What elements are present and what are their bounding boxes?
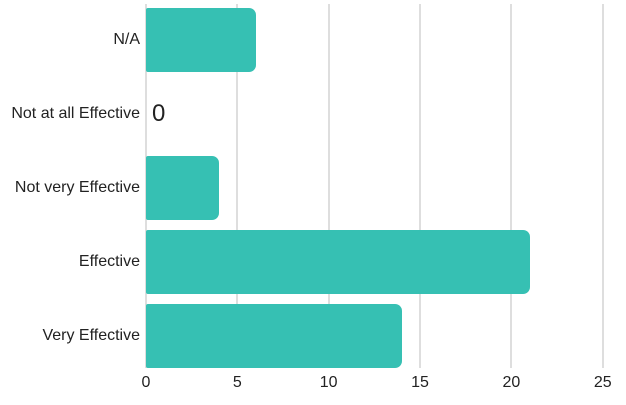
gridline xyxy=(419,4,422,368)
bar xyxy=(146,230,530,294)
value-label: 0 xyxy=(152,100,166,127)
x-axis-tick-label: 5 xyxy=(232,374,242,391)
bar xyxy=(146,8,256,72)
category-label: Not very Effective xyxy=(14,179,140,196)
x-axis-tick-label: 20 xyxy=(502,374,521,391)
gridline xyxy=(510,4,513,368)
category-label: Effective xyxy=(78,253,140,270)
bar xyxy=(146,304,402,368)
x-axis-tick-label: 15 xyxy=(411,374,429,391)
category-label: Very Effective xyxy=(42,327,140,344)
gridline xyxy=(601,4,604,368)
x-axis-tick-label: 25 xyxy=(593,374,612,391)
gridline xyxy=(327,4,330,368)
x-axis-tick-label: 10 xyxy=(319,374,338,391)
bar xyxy=(146,156,220,220)
gridline xyxy=(236,4,239,368)
category-label: N/A xyxy=(113,31,140,48)
category-label: Not at all Effective xyxy=(11,105,140,122)
x-axis-tick-label: 0 xyxy=(141,374,151,391)
